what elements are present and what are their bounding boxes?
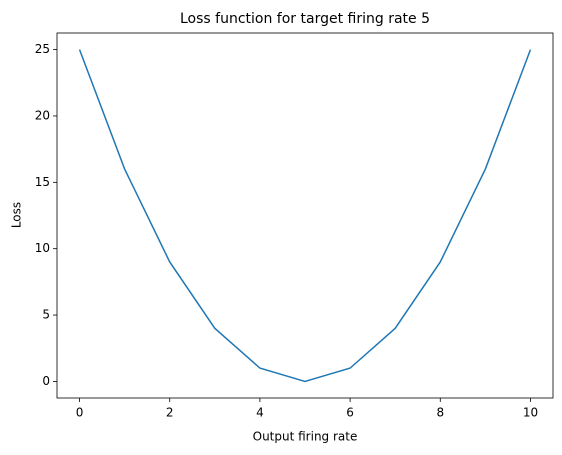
x-axis-label: Output firing rate [253, 430, 358, 444]
x-tick-label: 2 [166, 406, 174, 420]
y-tick-label: 25 [35, 42, 50, 56]
x-tick-label: 4 [256, 406, 264, 420]
line-series [78, 49, 532, 383]
y-tick-label: 20 [35, 108, 50, 122]
y-tick-label: 5 [42, 308, 50, 322]
x-tick-label: 8 [436, 406, 444, 420]
x-tick-label: 0 [76, 406, 84, 420]
y-tick-label: 15 [35, 175, 50, 189]
y-tick-label: 0 [42, 374, 50, 388]
y-axis-label: Loss [10, 202, 24, 228]
chart-title: Loss function for target firing rate 5 [180, 11, 430, 27]
x-tick-label: 10 [523, 406, 538, 420]
plot-frame [56, 32, 554, 399]
x-tick-label: 6 [346, 406, 354, 420]
y-tick-label: 10 [35, 241, 50, 255]
